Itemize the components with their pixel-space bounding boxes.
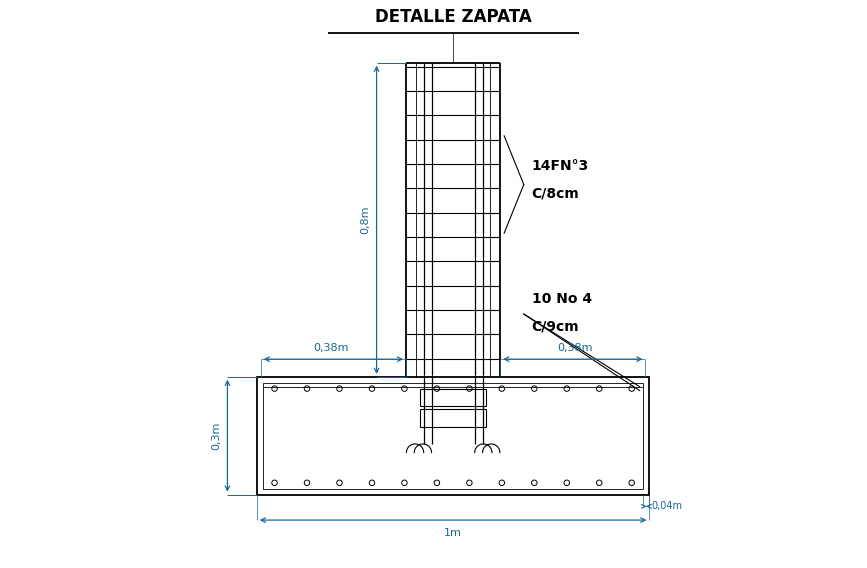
- Text: 0,38m: 0,38m: [557, 343, 592, 353]
- Text: 0,3m: 0,3m: [212, 421, 222, 450]
- Text: DETALLE ZAPATA: DETALLE ZAPATA: [375, 7, 531, 26]
- Text: 14FN°3: 14FN°3: [531, 158, 589, 173]
- Text: 0,04m: 0,04m: [651, 502, 682, 511]
- Text: 0,8m: 0,8m: [361, 206, 371, 234]
- Text: 1m: 1m: [444, 528, 462, 538]
- Text: C/8cm: C/8cm: [531, 186, 579, 200]
- Text: 0,38m: 0,38m: [314, 343, 349, 353]
- Text: C/9cm: C/9cm: [531, 320, 579, 333]
- Text: 10 No 4: 10 No 4: [531, 292, 592, 306]
